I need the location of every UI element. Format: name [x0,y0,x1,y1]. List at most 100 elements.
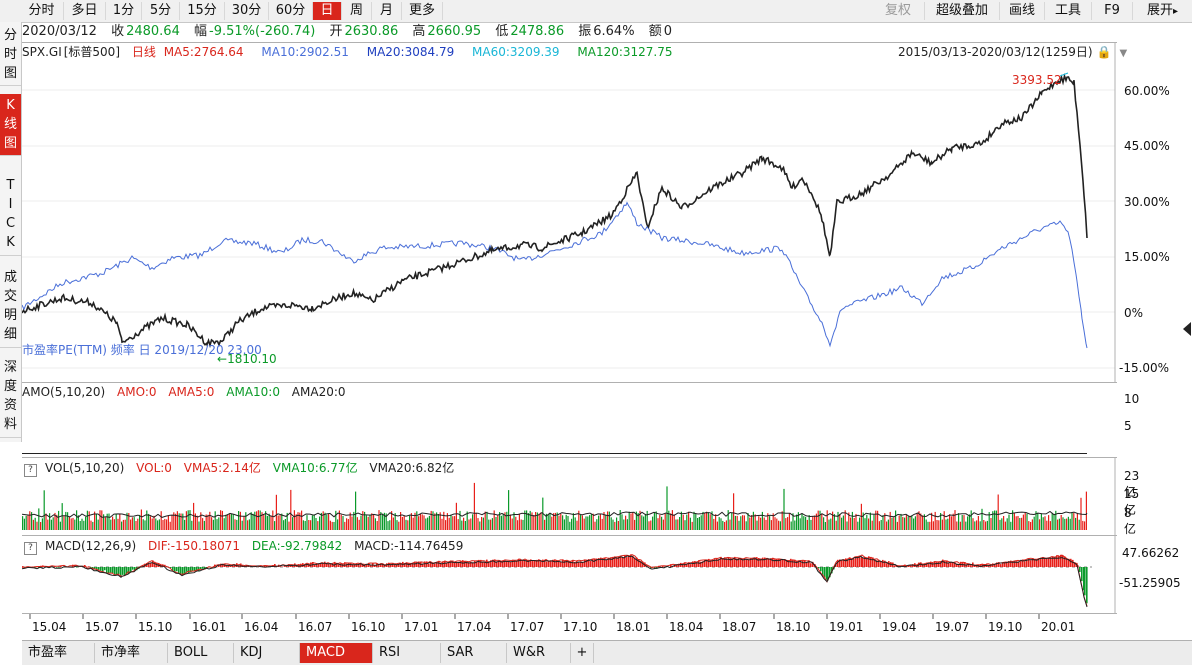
period-button-month[interactable]: 月 [372,2,402,20]
macd-bar [1040,557,1042,567]
period-button-5min[interactable]: 5分 [142,2,180,20]
vma5-value: VMA5:2.14亿 [183,461,261,475]
macd-bar [616,557,618,567]
volume-bar [373,514,375,530]
period-toolbar: 分时 多日 1分 5分 15分 30分 60分 日 周 月 更多 复权 超级叠加… [0,0,1192,23]
macd-pane[interactable]: ? MACD(12,26,9) DIF:-150.18071 DEA:-92.79… [22,535,1181,614]
period-button-duori[interactable]: 多日 [64,2,106,20]
volume-pane[interactable]: ? VOL(5,10,20) VOL:0 VMA5:2.14亿 VMA10:6.7… [22,457,1139,536]
add-tab-plus-icon[interactable]: + [571,643,594,663]
super-overlay-button[interactable]: 超级叠加 [925,2,1000,20]
open-value: 2630.86 [344,24,399,39]
volume-bar [673,514,675,530]
volume-bar [976,520,978,530]
volume-bar [1012,510,1014,530]
macd-bar [482,562,484,567]
volume-bar [328,513,330,530]
amo-title: AMO(5,10,20) [22,385,106,399]
volume-bar [616,517,618,530]
y-tick-60: 60.00% [1124,84,1170,98]
expand-button[interactable]: 展开▸ [1133,2,1192,20]
x-tick-label: 16.04 [244,620,278,634]
sidenav-item-kline[interactable]: K 线 图 [0,94,21,156]
volume-bar [139,514,141,530]
volume-bar [623,519,625,530]
volume-bar [590,513,592,530]
volume-bar [268,513,270,530]
volume-bar [92,521,94,530]
draw-line-button[interactable]: 画线 [1000,2,1045,20]
tab-wr[interactable]: W&R [507,643,571,663]
volume-bar [797,512,799,530]
volume-bar [108,513,110,530]
macd-bar [904,564,906,567]
tools-button[interactable]: 工具 [1045,2,1092,20]
volume-bar [360,515,362,530]
period-button-more[interactable]: 更多 [402,2,443,20]
volume-bar [956,521,958,530]
volume-bar [457,519,459,530]
volume-bar [72,517,74,530]
volume-bar [661,516,663,530]
fuquan-button[interactable]: 复权 [872,2,925,20]
sidenav-item-tick[interactable]: T I C K [0,174,21,256]
tab-rsi[interactable]: RSI [373,643,441,663]
volume-bar [958,513,960,530]
volume-bar [855,513,857,530]
collapse-arrow-icon[interactable] [1183,322,1191,336]
macd-bar [304,565,306,567]
macd-bar [853,558,855,567]
period-button-day[interactable]: 日 [313,2,342,20]
period-button-fenshi[interactable]: 分时 [20,2,64,20]
tab-kdj[interactable]: KDJ [234,643,300,663]
tab-boll[interactable]: BOLL [168,643,234,663]
sidenav-item-timeshare[interactable]: 分 时 图 [0,24,21,86]
period-button-15min[interactable]: 15分 [180,2,225,20]
tab-pb[interactable]: 市净率 [95,643,168,663]
volume-bar [918,511,920,530]
volume-bar [196,515,198,530]
peak-marker [1059,72,1069,77]
volume-bar [1053,513,1055,530]
macd-bar [1008,561,1010,567]
volume-bar [686,514,688,530]
macd-bar [818,567,820,569]
help-icon[interactable]: ? [24,464,37,477]
lock-icon[interactable]: 🔒 [1096,45,1112,59]
amo-pane[interactable]: AMO(5,10,20) AMO:0 AMA5:0 AMA10:0 AMA20:… [22,382,1139,457]
volume-bar [889,511,891,530]
period-button-30min[interactable]: 30分 [225,2,269,20]
sidenav-item-trade-detail[interactable]: 成 交 明 细 [0,266,21,348]
macd-bar [524,560,526,567]
macd-bar [560,561,562,567]
macd-bar [326,562,328,567]
volume-bar [313,514,315,530]
volume-bar [704,512,706,530]
tab-sar[interactable]: SAR [441,643,507,663]
period-button-week[interactable]: 周 [342,2,372,20]
macd-bar [776,559,778,567]
price-chart-pane[interactable]: SPX.GI [标普500] 日线 MA5:2764.64 MA10:2902.5… [22,42,1170,383]
volume-bar [720,518,722,530]
volume-bar [346,518,348,530]
macd-bar [22,566,24,567]
tab-pe[interactable]: 市盈率 [22,643,95,663]
f9-button[interactable]: F9 [1092,2,1133,20]
sidenav-item-depth-data[interactable]: 深 度 资 料 [0,356,21,438]
period-button-1min[interactable]: 1分 [106,2,142,20]
volume-bar [362,511,364,530]
volume-bar [1057,519,1059,530]
period-button-60min[interactable]: 60分 [269,2,313,20]
macd-bar [506,561,508,567]
volume-bar [398,521,400,530]
macd-bar [740,557,742,567]
tab-macd[interactable]: MACD [300,643,373,663]
ama10-value: AMA10:0 [226,385,280,399]
volume-bar [425,518,427,530]
macd-bar [592,558,594,567]
macd-bar [348,562,350,567]
dropdown-triangle-icon[interactable]: ▼ [1119,48,1128,59]
help-icon[interactable]: ? [24,542,37,555]
volume-bar [308,520,310,530]
macd-bar [330,563,332,567]
